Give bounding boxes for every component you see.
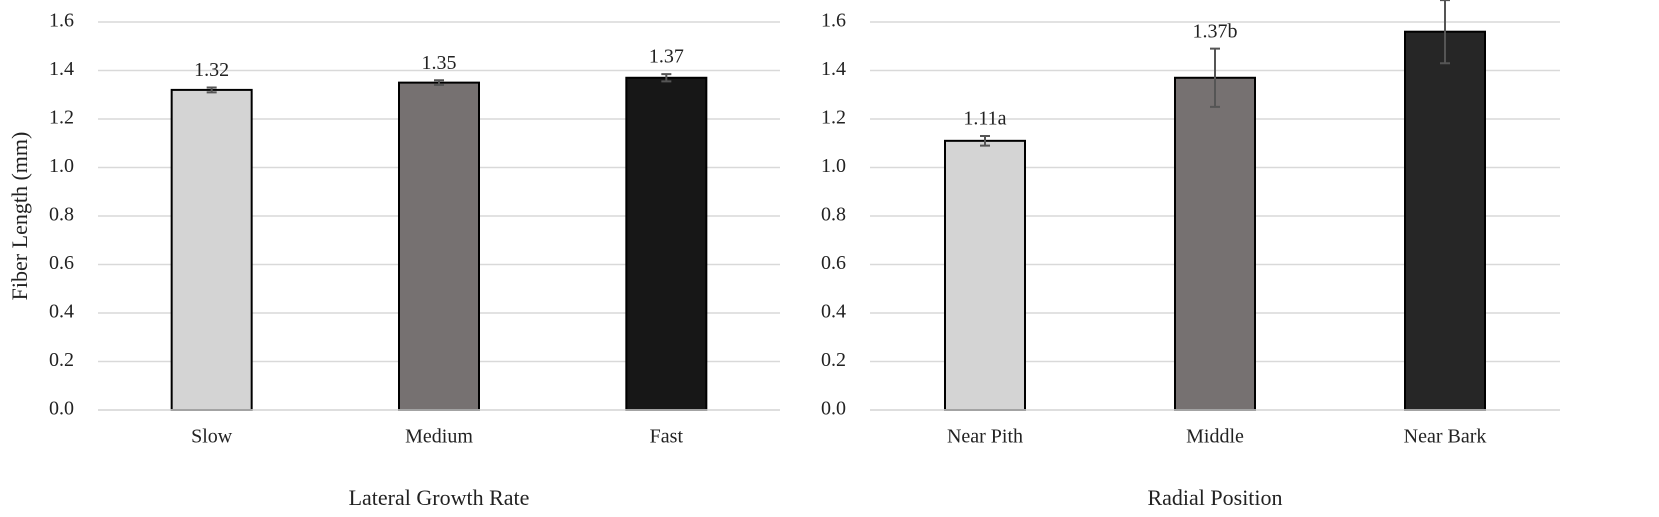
error-bar [434,79,444,87]
error-bar [1210,47,1220,108]
y-tick-label: 0.4 [821,301,846,323]
y-tick-label: 0.2 [49,349,74,371]
y-tick-label: 0.6 [49,252,74,274]
y-tick-label: 0.0 [49,398,74,420]
x-tick-label: Slow [191,426,233,448]
x-axis-title: Radial Position [1147,485,1282,510]
y-tick-label: 0.0 [821,398,846,420]
x-tick-label: Fast [650,426,684,448]
y-tick-label: 1.4 [49,58,74,80]
y-tick-label: 0.6 [821,252,846,274]
y-tick-label: 0.8 [821,204,846,226]
bar [944,139,1026,411]
y-axis-title: Fiber Length (mm) [7,132,32,301]
y-tick-label: 1.0 [49,155,74,177]
x-tick-label: Medium [405,426,473,448]
x-tick-label: Near Bark [1404,426,1487,448]
y-tick-label: 1.2 [821,107,846,129]
x-tick-label: Near Pith [947,426,1023,448]
bar [170,88,253,412]
data-label: 1.37b [1193,20,1238,42]
data-label: 1.37 [649,46,684,68]
error-bar [206,86,217,94]
bar [625,76,708,412]
bar [1404,30,1486,411]
data-label: 1.11a [963,108,1006,130]
data-label: 1.32 [194,59,229,81]
y-tick-label: 1.2 [49,107,74,129]
y-tick-label: 0.2 [821,349,846,371]
y-tick-label: 1.6 [49,10,74,32]
y-tick-label: 1.6 [821,10,846,32]
error-bar [661,73,672,83]
x-tick-label: Middle [1186,426,1244,448]
error-bar [1440,0,1450,65]
y-tick-label: 1.0 [821,155,846,177]
y-tick-label: 0.4 [49,301,74,323]
y-tick-label: 0.8 [49,204,74,226]
data-label: 1.35 [422,52,457,74]
x-axis-title: Lateral Growth Rate [349,485,530,510]
error-bar [980,134,990,147]
y-tick-label: 1.4 [821,58,846,80]
bar [1174,76,1256,412]
bar [398,81,480,411]
